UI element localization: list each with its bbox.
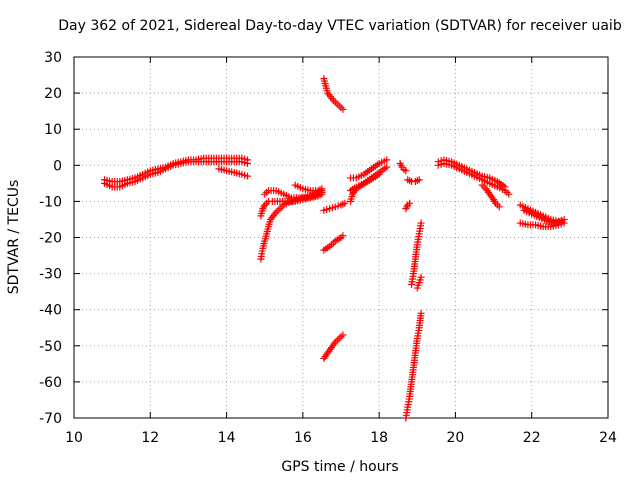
y-tick-label: -40 (39, 303, 62, 319)
series-arc-8 (320, 232, 347, 254)
series-arc-12 (347, 170, 383, 205)
data-point (244, 156, 252, 164)
x-tick-label: 24 (599, 430, 617, 446)
x-tick-label: 20 (447, 430, 465, 446)
x-tick-label: 16 (294, 430, 312, 446)
data-point (339, 331, 347, 339)
data-point (339, 232, 347, 240)
series-arc-15 (402, 199, 414, 213)
data-points (101, 75, 568, 422)
x-tick-label: 10 (65, 430, 83, 446)
series-arc-21 (478, 181, 503, 211)
data-point (402, 167, 410, 175)
y-tick-labels: 30 20 10 0 -10 -20 -30 -40 -50 -60 -70 (39, 50, 62, 427)
x-tick-label: 18 (370, 430, 388, 446)
x-tick-label: 22 (523, 430, 541, 446)
data-point (339, 105, 347, 113)
series-arc-9 (320, 331, 347, 362)
data-point (415, 176, 423, 184)
series-arc-1b (101, 154, 252, 186)
data-point (341, 199, 349, 207)
series-arc-18 (402, 309, 425, 422)
y-tick-label: 10 (44, 122, 62, 138)
y-tick-label: 30 (44, 50, 62, 66)
series-arc-13 (396, 159, 410, 175)
axis-ticks (73, 56, 609, 419)
chart-title: Day 362 of 2021, Sidereal Day-to-day VTE… (58, 18, 622, 34)
data-point (318, 185, 326, 193)
x-axis-label: GPS time / hours (281, 459, 398, 475)
series-arc-1c (215, 165, 252, 180)
data-point (383, 156, 391, 164)
y-tick-label: 20 (44, 86, 62, 102)
data-point (505, 190, 513, 198)
x-tick-label: 14 (218, 430, 236, 446)
x-tick-labels: 10 12 14 16 18 20 22 24 (65, 430, 617, 446)
series-arc-24 (520, 206, 566, 227)
data-point (406, 199, 414, 207)
series-arc-16 (408, 219, 425, 288)
series-arc-10 (347, 156, 391, 182)
data-point (558, 217, 566, 225)
series-arc-17 (413, 273, 425, 292)
data-point (495, 203, 503, 211)
data-point (244, 172, 252, 180)
y-tick-label: 0 (53, 158, 62, 174)
x-tick-label: 12 (141, 430, 159, 446)
series-arc-4 (257, 187, 326, 263)
data-point (383, 163, 391, 171)
y-tick-label: -10 (39, 194, 62, 210)
series-arc-5 (291, 181, 326, 195)
series-arc-14 (404, 176, 423, 186)
y-tick-label: -20 (39, 231, 62, 247)
y-axis-label: SDTVAR / TECUs (6, 180, 22, 295)
data-point (417, 219, 425, 227)
data-point (375, 170, 383, 178)
data-point (417, 273, 425, 281)
y-tick-label: -30 (39, 267, 62, 283)
series-arc-6 (320, 75, 347, 113)
series-arc-7 (320, 199, 349, 214)
y-tick-label: -50 (39, 339, 62, 355)
data-point (417, 309, 425, 317)
series-arc-20 (434, 159, 513, 198)
y-tick-label: -70 (39, 411, 62, 427)
y-tick-label: -60 (39, 375, 62, 391)
grid-lines (74, 57, 608, 418)
